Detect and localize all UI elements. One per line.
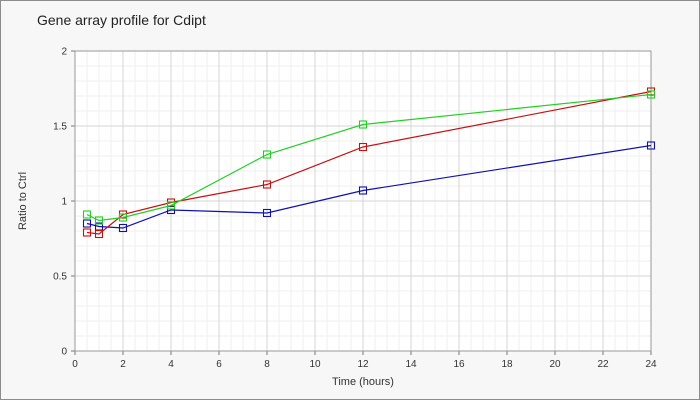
x-tick-label: 18	[501, 359, 513, 370]
data-point	[262, 180, 272, 189]
series-line	[86, 144, 652, 229]
data-point	[118, 223, 128, 233]
series-line	[86, 93, 652, 222]
data-point	[118, 213, 128, 222]
x-tick-label: 20	[549, 359, 561, 370]
data-point	[262, 208, 272, 218]
x-axis-title: Time (hours)	[332, 376, 394, 388]
data-point	[646, 141, 656, 150]
y-tick-label: 0.5	[53, 272, 67, 283]
x-tick-label: 2	[120, 359, 126, 370]
data-point	[94, 229, 104, 239]
x-tick-label: 14	[405, 359, 417, 370]
plot-border	[74, 50, 652, 352]
data-point	[262, 150, 272, 159]
series-layer	[82, 87, 656, 239]
x-axis-ticks: 0 2 4 6 8 10 12 14 16 18 20 22 24	[72, 351, 657, 370]
y-tick-label: 2	[61, 47, 67, 58]
x-tick-label: 16	[453, 359, 465, 370]
chart-title: Gene array profile for Cdipt	[37, 12, 206, 28]
data-point	[358, 120, 368, 129]
data-point	[82, 219, 92, 228]
data-point	[646, 90, 656, 99]
y-axis-title: Ratio to Ctrl	[17, 172, 29, 230]
x-tick-label: 0	[72, 359, 78, 370]
x-tick-label: 24	[645, 359, 657, 370]
y-tick-label: 1	[61, 197, 67, 208]
y-tick-label: 0	[61, 347, 67, 358]
y-axis-ticks: 0 0.5 1 1.5 2	[53, 47, 75, 358]
x-tick-label: 10	[309, 359, 321, 370]
x-tick-label: 8	[264, 359, 270, 370]
data-point	[358, 142, 368, 152]
series-1	[82, 141, 656, 233]
x-tick-label: 12	[357, 359, 369, 370]
data-point	[94, 216, 104, 225]
series-3	[82, 90, 656, 225]
y-tick-label: 1.5	[53, 122, 67, 133]
data-point	[82, 228, 92, 237]
x-tick-label: 4	[168, 359, 174, 370]
data-point	[166, 201, 176, 210]
data-point	[358, 186, 368, 195]
x-tick-label: 22	[597, 359, 609, 370]
x-tick-label: 6	[216, 359, 222, 370]
data-point	[82, 210, 92, 219]
